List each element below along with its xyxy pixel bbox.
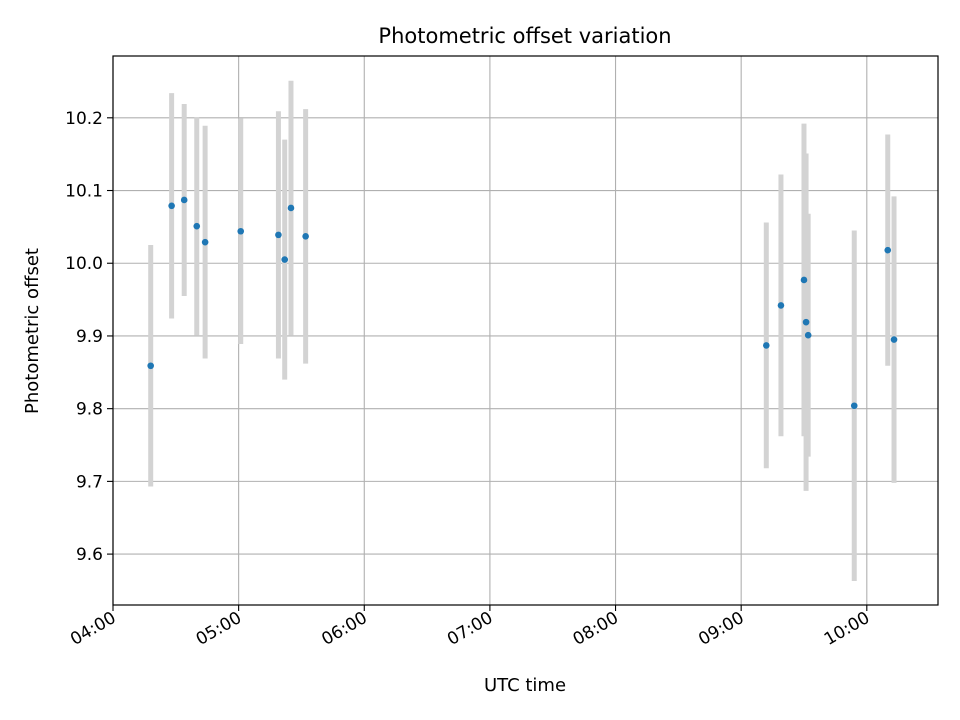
x-axis-label: UTC time [484, 675, 566, 696]
y-tick-label: 10.1 [65, 182, 103, 202]
data-point [777, 302, 785, 309]
data-point [275, 231, 282, 239]
data-point [201, 238, 209, 246]
y-tick-label: 9.8 [76, 400, 103, 420]
data-point [287, 204, 295, 212]
data-point [237, 227, 245, 235]
y-tick-label: 9.7 [76, 472, 103, 492]
data-point [890, 336, 898, 343]
y-tick-label: 10.2 [65, 109, 103, 129]
data-point [802, 318, 810, 326]
y-axis-ticks: 9.6 9.7 9.8 9.9 10.0 10.1 10.2 [65, 109, 113, 565]
data-point [180, 196, 188, 204]
data-point [804, 331, 812, 339]
data-point [193, 222, 201, 230]
chart-title: Photometric offset variation [378, 24, 671, 48]
plot-frame [112, 55, 939, 606]
grid-lines [112, 56, 938, 605]
data-point [302, 233, 309, 240]
data-point [762, 342, 770, 349]
data-point [168, 202, 175, 210]
data-point [850, 402, 858, 410]
data-point [147, 362, 154, 370]
y-tick-label: 10.0 [65, 254, 103, 274]
y-tick-label: 9.6 [76, 545, 103, 565]
y-axis-label: Photometric offset [22, 248, 43, 414]
y-tick-label: 9.9 [76, 327, 103, 347]
data-point [884, 246, 892, 254]
data-point [281, 256, 289, 263]
data-points [147, 196, 898, 410]
data-point [800, 276, 808, 284]
